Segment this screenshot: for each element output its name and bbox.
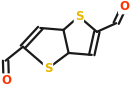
Text: O: O [1,74,11,87]
Text: O: O [119,0,129,13]
Text: S: S [44,62,52,75]
Text: S: S [75,10,83,23]
